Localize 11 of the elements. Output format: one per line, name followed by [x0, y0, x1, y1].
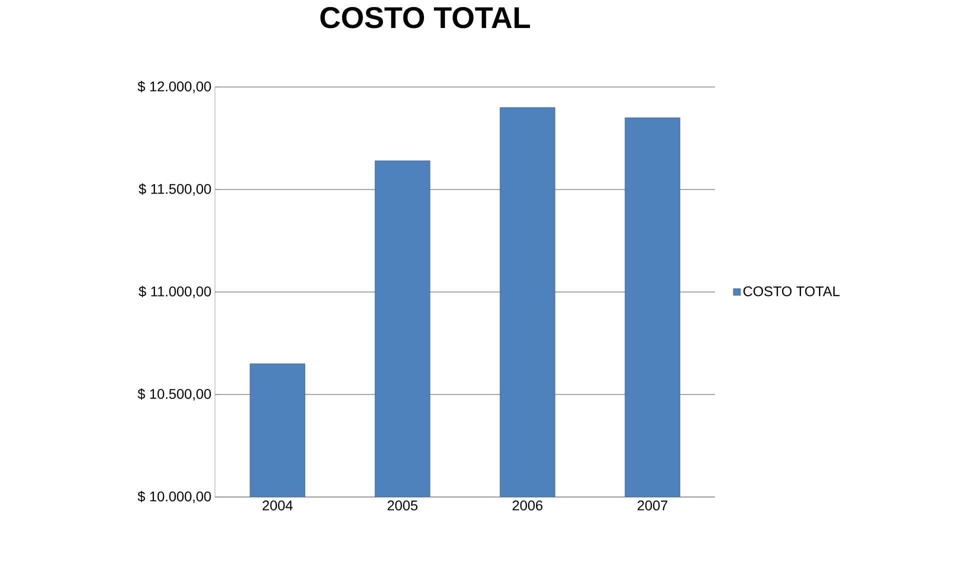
legend-label: COSTO TOTAL: [743, 286, 840, 296]
y-tick-label: $ 12.000,00: [138, 80, 211, 94]
x-tick-label: 2004: [262, 500, 293, 510]
x-tick-label: 2006: [512, 500, 542, 510]
y-tick-label: $ 11.500,00: [138, 183, 211, 196]
y-tick-label: $ 11.000,00: [138, 286, 211, 298]
x-tick-label: 2005: [388, 500, 418, 510]
x-tick-label: 2007: [638, 500, 668, 510]
y-tick-label: $ 10.000,00: [138, 490, 211, 504]
y-tick-label: $ 10.500,00: [138, 388, 211, 401]
chart-title: COSTO TOTAL: [320, 7, 530, 28]
